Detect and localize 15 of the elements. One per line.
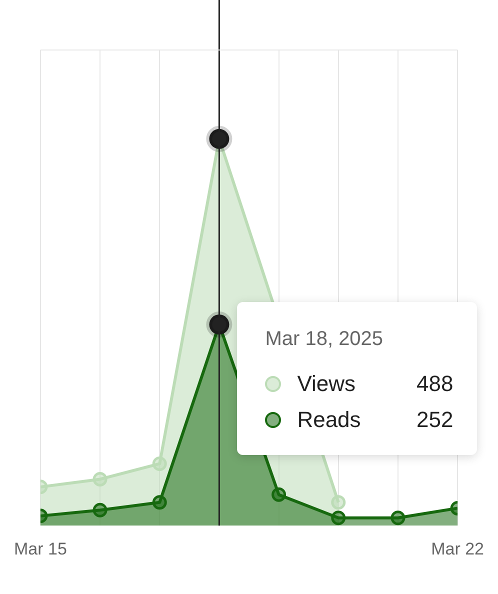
point bbox=[152, 456, 167, 471]
point bbox=[92, 502, 108, 518]
annotation: 252 bbox=[416, 407, 454, 433]
point bbox=[390, 510, 406, 526]
legend-label: Views bbox=[297, 371, 356, 397]
x-tick-label: Mar 15 bbox=[14, 539, 67, 558]
point bbox=[272, 487, 286, 502]
point bbox=[331, 495, 346, 510]
point bbox=[92, 472, 108, 486]
annotation: 488 bbox=[416, 371, 454, 397]
point bbox=[331, 510, 346, 526]
annotation: Mar 18, 2025 bbox=[265, 328, 384, 351]
point bbox=[152, 495, 167, 510]
x-tick-label: Mar 22 bbox=[431, 539, 484, 558]
legend-label: Reads bbox=[297, 407, 362, 433]
